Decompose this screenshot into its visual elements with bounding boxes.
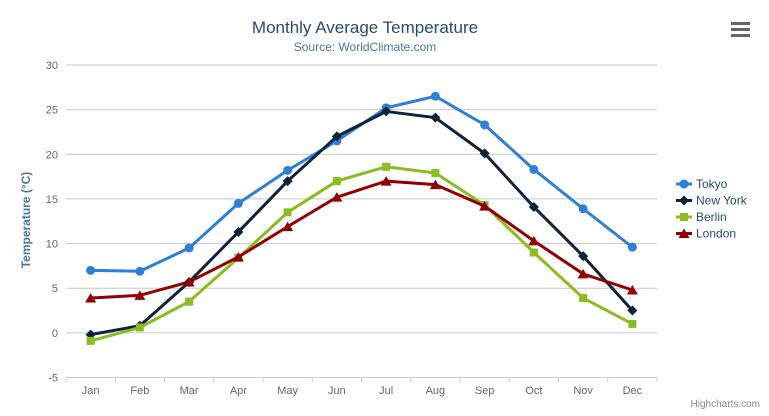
x-axis-label: Oct	[525, 385, 542, 397]
series-point-new-york	[528, 201, 539, 212]
series-point-berlin	[185, 297, 194, 306]
series-point-london	[479, 201, 491, 211]
series-line-new-york	[89, 109, 634, 337]
legend-marker-tokyo	[679, 179, 689, 189]
series-point-berlin	[382, 162, 391, 171]
series-point-berlin	[529, 248, 538, 257]
series-point-tokyo	[283, 165, 293, 175]
series-line-london	[89, 179, 634, 300]
legend-item-london[interactable]: London	[676, 227, 736, 241]
x-axis-label: Sep	[475, 385, 495, 397]
legend-label-london: London	[696, 227, 736, 241]
series-point-london	[528, 235, 540, 246]
series-point-berlin	[431, 169, 440, 178]
series-london	[85, 176, 638, 303]
highcharts-credit[interactable]: Highcharts.com	[690, 399, 760, 410]
x-axis-label: Apr	[230, 385, 247, 397]
legend-marker-berlin	[680, 213, 688, 221]
series-point-new-york	[233, 226, 244, 237]
x-axis-label: Dec	[623, 385, 643, 397]
x-axis-label: Jan	[82, 385, 100, 397]
y-axis-label: 5	[52, 283, 58, 295]
series-point-new-york	[627, 305, 638, 316]
series-point-new-york	[430, 112, 441, 123]
x-axis-label: Mar	[180, 385, 199, 397]
series-point-london	[85, 293, 97, 303]
legend-label-berlin: Berlin	[696, 210, 727, 224]
series-point-new-york	[282, 176, 293, 187]
y-axis-label: 30	[46, 60, 58, 72]
series-point-tokyo	[184, 243, 194, 253]
x-axis-label: Jun	[328, 385, 346, 397]
series-point-berlin	[135, 323, 144, 332]
legend-label-tokyo: Tokyo	[696, 177, 728, 191]
legend-marker-london	[678, 228, 690, 238]
series-point-berlin	[283, 208, 292, 217]
series-point-new-york	[331, 131, 342, 142]
series-point-london	[183, 276, 195, 287]
x-axis-label: Feb	[130, 385, 149, 397]
series-point-tokyo	[627, 242, 637, 252]
legend-item-new-york[interactable]: New York	[676, 194, 748, 208]
legend-item-berlin[interactable]: Berlin	[676, 210, 727, 224]
series-point-berlin	[628, 319, 637, 328]
x-axis-label: Jul	[379, 385, 393, 397]
series-point-tokyo	[430, 91, 440, 101]
series-new-york	[85, 106, 638, 340]
series-point-tokyo	[86, 265, 96, 275]
series-line-berlin	[89, 165, 634, 343]
series-point-london	[626, 285, 638, 295]
chart-title: Monthly Average Temperature	[251, 18, 479, 37]
chart-subtitle: Source: WorldClimate.com	[293, 40, 437, 54]
x-axis-label: Aug	[426, 385, 446, 397]
legend-marker-new-york	[679, 195, 689, 206]
series-point-berlin	[332, 177, 341, 186]
series-point-london	[429, 179, 441, 190]
series-point-new-york	[578, 251, 589, 262]
hamburger-icon	[731, 22, 750, 37]
y-axis-label: -5	[48, 373, 58, 385]
x-axis-label: May	[277, 385, 298, 397]
series-point-london	[134, 290, 146, 300]
y-axis-label: 10	[46, 239, 58, 251]
series-point-tokyo	[135, 266, 145, 276]
series-point-london	[282, 221, 294, 232]
y-axis-label: 25	[46, 105, 58, 117]
series-point-tokyo	[529, 164, 539, 174]
y-axis-label: 20	[46, 149, 58, 161]
y-axis-label: 15	[46, 194, 58, 206]
series-point-london	[380, 176, 392, 186]
series-point-london	[232, 251, 244, 262]
legend-label-new-york: New York	[696, 194, 748, 208]
series-tokyo	[86, 91, 637, 276]
y-axis-label: 0	[52, 328, 58, 340]
legend-item-tokyo[interactable]: Tokyo	[676, 177, 728, 191]
series-point-berlin	[579, 294, 588, 303]
x-axis-label: Nov	[573, 385, 593, 397]
y-axis-title: Temperature (°C)	[19, 171, 33, 269]
series-point-new-york	[381, 106, 392, 117]
series-point-berlin	[86, 336, 95, 345]
series-point-tokyo	[233, 198, 243, 208]
series-point-london	[577, 268, 589, 279]
series-point-tokyo	[578, 204, 588, 214]
series-point-tokyo	[480, 120, 490, 130]
series-point-london	[331, 192, 343, 202]
series-point-new-york	[479, 148, 490, 159]
export-menu-button[interactable]	[731, 22, 750, 37]
